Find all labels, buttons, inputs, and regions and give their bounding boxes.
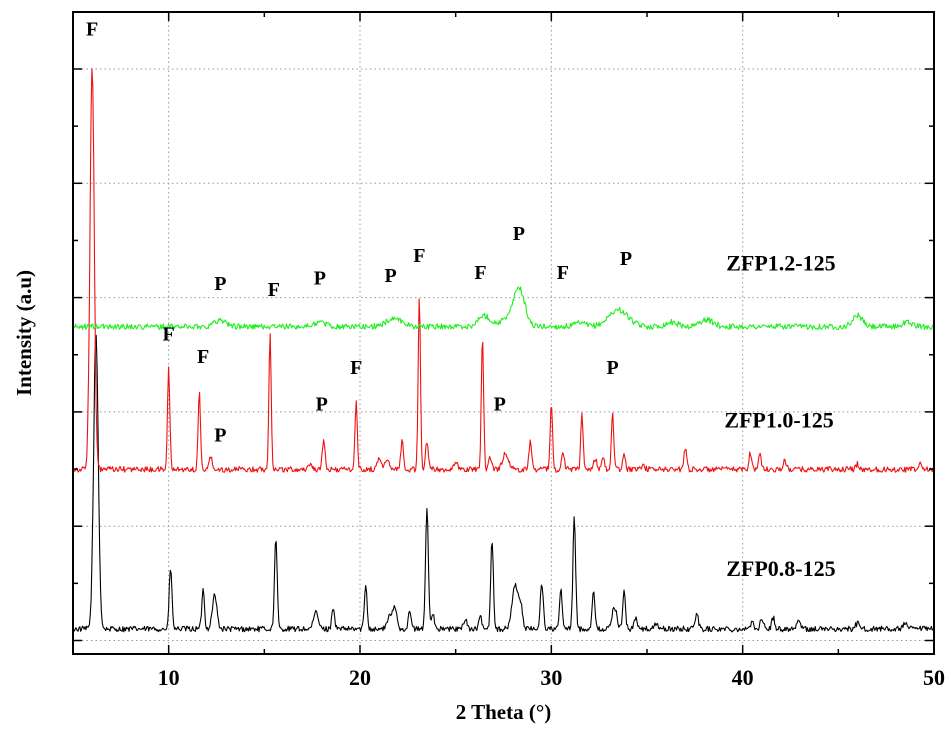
series-label: ZFP1.2-125 (726, 251, 835, 276)
series-line-ZFP1.2-125 (72, 286, 935, 330)
x-tick-labels: 10 20 30 40 50 (158, 665, 945, 690)
peak-marker: P (385, 265, 397, 287)
peak-marker: F (86, 18, 98, 40)
x-tick-label: 20 (349, 665, 371, 690)
x-axis-title: 2 Theta (°) (456, 700, 552, 724)
peak-marker: P (620, 248, 632, 270)
peak-marker: F (557, 262, 569, 284)
peak-marker: F (197, 346, 209, 368)
y-axis-title: Intensity (a.u) (12, 270, 36, 396)
series-line-ZFP0.8-125 (72, 334, 935, 633)
peak-marker: P (214, 273, 226, 295)
series-label: ZFP0.8-125 (726, 556, 835, 581)
peak-marker: P (316, 394, 328, 416)
peak-marker: P (214, 424, 226, 446)
series-labels: ZFP1.2-125 ZFP1.0-125 ZFP0.8-125 (724, 251, 835, 581)
x-tick-label: 40 (732, 665, 754, 690)
peak-marker: P (494, 394, 506, 416)
series-layer (72, 68, 935, 633)
peak-marker: P (606, 357, 618, 379)
peak-marker: F (474, 262, 486, 284)
x-tick-label: 50 (923, 665, 945, 690)
series-line-ZFP1.0-125 (72, 68, 935, 473)
series-label: ZFP1.0-125 (724, 407, 833, 432)
peak-marker: P (314, 268, 326, 290)
peak-marker: F (268, 279, 280, 301)
peak-marker: F (350, 357, 362, 379)
axis-ticks (72, 12, 935, 654)
x-tick-label: 30 (540, 665, 562, 690)
peak-marker: F (163, 324, 175, 346)
peak-marker: F (413, 245, 425, 267)
peak-marker: P (513, 223, 525, 245)
x-tick-label: 10 (158, 665, 180, 690)
plot-frame (72, 11, 935, 655)
